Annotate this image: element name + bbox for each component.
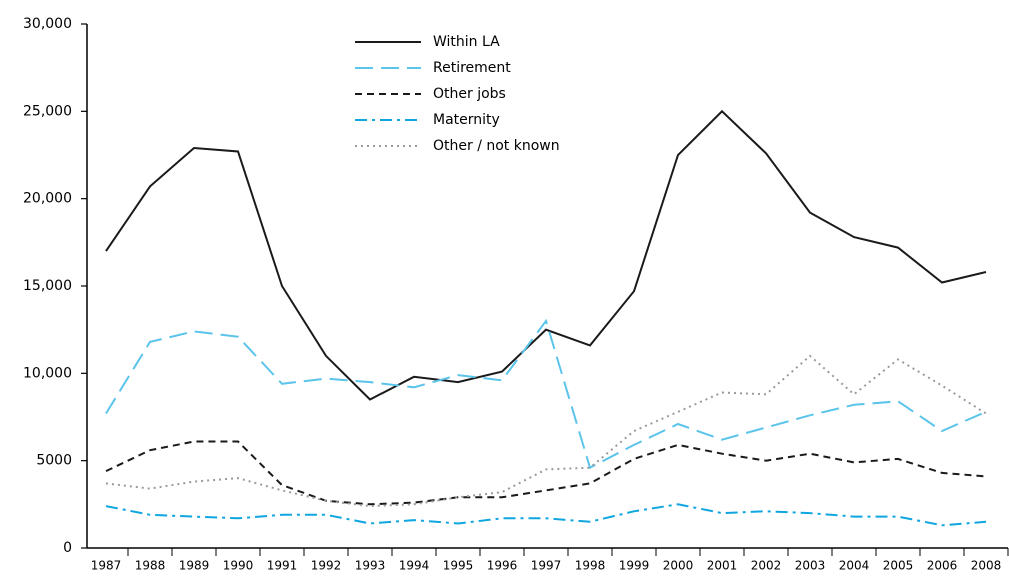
y-tick-label: 5000 — [36, 453, 72, 469]
x-tick-label: 1997 — [531, 559, 562, 573]
x-tick-label: 1998 — [575, 559, 606, 573]
x-tick-label: 1999 — [619, 559, 650, 573]
y-tick-label: 25,000 — [23, 103, 72, 119]
y-tick-label: 10,000 — [23, 365, 72, 381]
legend-label: Other jobs — [433, 86, 506, 102]
legend-label: Maternity — [433, 112, 500, 128]
x-tick-label: 1995 — [443, 559, 474, 573]
series-line — [105, 354, 987, 508]
series-line — [105, 109, 987, 401]
x-tick-label: 2003 — [795, 559, 826, 573]
series-line — [105, 318, 987, 470]
legend-label: Retirement — [433, 60, 511, 76]
x-tick-label: 2006 — [927, 559, 958, 573]
legend-label: Within LA — [433, 34, 500, 50]
x-tick-label: 2002 — [751, 559, 782, 573]
x-tick-label: 1990 — [223, 559, 254, 573]
y-tick-label: 15,000 — [23, 278, 72, 294]
x-tick-label: 1992 — [311, 559, 342, 573]
x-tick-label: 1993 — [355, 559, 386, 573]
x-tick-label: 1994 — [399, 559, 430, 573]
x-tick-label: 2005 — [883, 559, 914, 573]
y-tick-label: 20,000 — [23, 191, 72, 207]
x-tick-label: 1996 — [487, 559, 518, 573]
x-tick-label: 1987 — [91, 559, 122, 573]
series-line — [105, 503, 987, 527]
x-tick-label: 1989 — [179, 559, 210, 573]
series-line — [105, 440, 987, 506]
x-tick-label: 2000 — [663, 559, 694, 573]
x-tick-label: 2004 — [839, 559, 870, 573]
x-tick-label: 1988 — [135, 559, 166, 573]
x-tick-label: 1991 — [267, 559, 298, 573]
y-tick-label: 30,000 — [23, 16, 72, 32]
y-tick-label: 0 — [63, 540, 72, 556]
legend-label: Other / not known — [433, 138, 560, 154]
x-tick-label: 2008 — [971, 559, 1002, 573]
x-tick-label: 2001 — [707, 559, 738, 573]
